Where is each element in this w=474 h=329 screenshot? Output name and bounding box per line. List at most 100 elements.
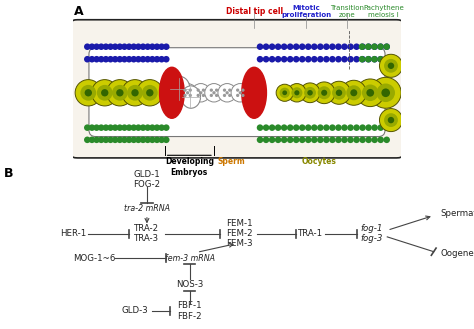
Circle shape: [98, 56, 105, 63]
Circle shape: [102, 56, 109, 63]
Text: Mitotic
proliferation: Mitotic proliferation: [281, 5, 331, 18]
Circle shape: [116, 89, 124, 96]
Circle shape: [299, 56, 306, 63]
Circle shape: [323, 137, 330, 143]
Circle shape: [269, 56, 275, 63]
Circle shape: [281, 137, 287, 143]
Circle shape: [112, 137, 118, 143]
Circle shape: [287, 43, 293, 50]
Circle shape: [341, 137, 348, 143]
Circle shape: [154, 43, 160, 50]
Circle shape: [353, 137, 360, 143]
Circle shape: [304, 87, 316, 99]
Circle shape: [189, 94, 192, 97]
Circle shape: [257, 43, 264, 50]
Circle shape: [89, 56, 95, 63]
Circle shape: [365, 124, 372, 131]
Text: fem-3 mRNA: fem-3 mRNA: [164, 254, 215, 263]
Circle shape: [135, 56, 142, 63]
Circle shape: [130, 137, 137, 143]
Circle shape: [238, 91, 242, 94]
Circle shape: [121, 137, 128, 143]
Text: HER-1: HER-1: [60, 229, 87, 238]
Circle shape: [158, 56, 165, 63]
Circle shape: [293, 43, 300, 50]
Text: A: A: [74, 5, 84, 18]
Circle shape: [329, 43, 336, 50]
Circle shape: [311, 43, 318, 50]
Circle shape: [236, 94, 239, 97]
Circle shape: [112, 124, 118, 131]
Circle shape: [377, 124, 384, 131]
Circle shape: [383, 43, 390, 50]
Circle shape: [183, 94, 187, 97]
Circle shape: [84, 137, 91, 143]
Circle shape: [154, 56, 160, 63]
Text: Sperm: Sperm: [217, 157, 245, 166]
Circle shape: [382, 89, 390, 97]
Circle shape: [359, 43, 366, 50]
Ellipse shape: [160, 67, 184, 118]
Circle shape: [112, 43, 118, 50]
Circle shape: [377, 56, 384, 63]
Circle shape: [311, 56, 318, 63]
Circle shape: [158, 124, 165, 131]
Circle shape: [93, 43, 100, 50]
Circle shape: [231, 84, 249, 102]
Circle shape: [91, 80, 118, 106]
Circle shape: [281, 56, 287, 63]
Circle shape: [293, 124, 300, 131]
Circle shape: [356, 79, 384, 107]
Circle shape: [210, 94, 213, 97]
Circle shape: [275, 43, 282, 50]
Text: FEM-1
FEM-2
FEM-3: FEM-1 FEM-2 FEM-3: [226, 219, 253, 248]
Circle shape: [140, 137, 146, 143]
Circle shape: [288, 84, 306, 102]
Circle shape: [257, 124, 264, 131]
Circle shape: [293, 137, 300, 143]
Circle shape: [263, 56, 269, 63]
Circle shape: [186, 91, 189, 94]
Circle shape: [97, 85, 113, 101]
Circle shape: [287, 124, 293, 131]
Circle shape: [102, 124, 109, 131]
Circle shape: [383, 124, 390, 131]
Circle shape: [371, 43, 378, 50]
Circle shape: [107, 56, 114, 63]
Circle shape: [257, 137, 264, 143]
Text: Developing
Embryos: Developing Embryos: [165, 157, 214, 177]
Circle shape: [329, 124, 336, 131]
Text: MOG-1~6: MOG-1~6: [73, 254, 116, 263]
Circle shape: [102, 43, 109, 50]
Circle shape: [84, 56, 91, 63]
Circle shape: [283, 90, 287, 95]
Circle shape: [269, 137, 275, 143]
Circle shape: [205, 84, 223, 102]
Circle shape: [305, 124, 311, 131]
Circle shape: [145, 137, 151, 143]
Circle shape: [294, 90, 300, 95]
Circle shape: [335, 124, 342, 131]
Circle shape: [366, 89, 374, 97]
Circle shape: [359, 43, 365, 50]
Circle shape: [93, 137, 100, 143]
Circle shape: [191, 84, 210, 102]
Circle shape: [346, 85, 361, 100]
Circle shape: [117, 124, 123, 131]
Circle shape: [178, 84, 197, 102]
Circle shape: [163, 137, 170, 143]
Circle shape: [215, 89, 218, 92]
Circle shape: [341, 56, 348, 63]
Circle shape: [145, 56, 151, 63]
Text: Pachythene
meiosis I: Pachythene meiosis I: [363, 5, 404, 18]
Circle shape: [353, 43, 360, 50]
Circle shape: [126, 43, 132, 50]
Circle shape: [81, 85, 96, 101]
Circle shape: [293, 56, 300, 63]
Circle shape: [130, 56, 137, 63]
Circle shape: [145, 43, 151, 50]
Circle shape: [84, 89, 92, 96]
Circle shape: [370, 77, 401, 108]
Circle shape: [218, 84, 237, 102]
Circle shape: [84, 124, 91, 131]
